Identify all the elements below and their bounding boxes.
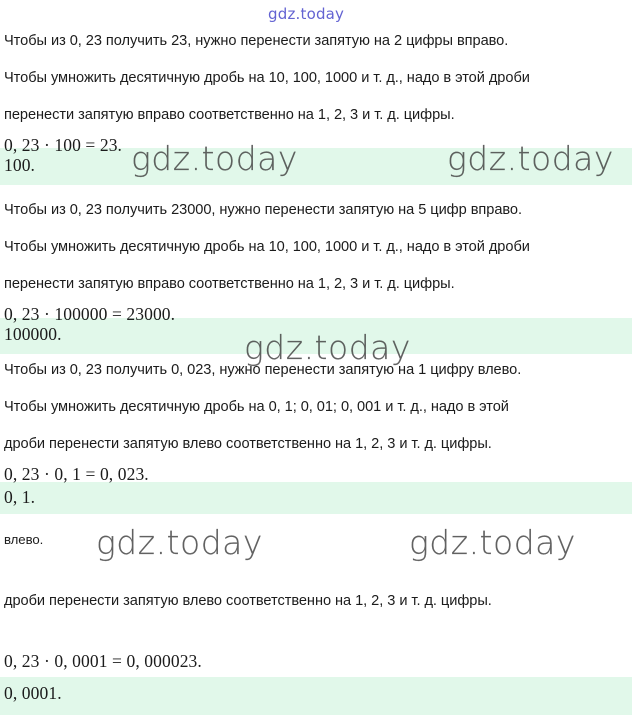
block-3-rule-line-1: Чтобы умножить десятичную дробь на 0, 1;… bbox=[4, 399, 509, 415]
watermark-large-4: gdz.today bbox=[96, 523, 263, 562]
block-3-equation: 0, 23 · 0, 1 = 0, 023. bbox=[4, 464, 149, 484]
watermark-large-1: gdz.today bbox=[131, 139, 298, 178]
block-1-question: Чтобы из 0, 23 получить 23, нужно перене… bbox=[4, 33, 509, 49]
block-2-equation: 0, 23 · 100000 = 23000. bbox=[4, 304, 176, 324]
block-3-question: Чтобы из 0, 23 получить 0, 023, нужно пе… bbox=[4, 362, 522, 378]
block-4-answer: 0, 0001. bbox=[4, 683, 62, 703]
block-2-rule-line-2: перенести запятую вправо соответственно … bbox=[4, 276, 455, 292]
answer-highlight-band-1 bbox=[0, 148, 632, 185]
block-1-answer: 100. bbox=[4, 155, 36, 175]
block-2-answer: 100000. bbox=[4, 324, 62, 344]
block-1-rule-line-2: перенести запятую вправо соответственно … bbox=[4, 107, 455, 123]
block-1-rule-line-1: Чтобы умножить десятичную дробь на 10, 1… bbox=[4, 70, 530, 86]
answer-highlight-band-2 bbox=[0, 318, 632, 354]
watermark-large-2: gdz.today bbox=[447, 139, 614, 178]
watermark-top: gdz.today bbox=[268, 5, 345, 23]
block-4-equation: 0, 23 · 0, 0001 = 0, 000023. bbox=[4, 651, 202, 671]
block-4-rule-line-2: дроби перенести запятую влево соответств… bbox=[4, 593, 492, 609]
block-4-fragment: влево. bbox=[4, 532, 44, 547]
watermark-large-3: gdz.today bbox=[244, 328, 411, 367]
block-2-question: Чтобы из 0, 23 получить 23000, нужно пер… bbox=[4, 202, 522, 218]
answer-highlight-band-4 bbox=[0, 677, 632, 715]
block-3-rule-line-2: дроби перенести запятую влево соответств… bbox=[4, 436, 492, 452]
block-2-rule-line-1: Чтобы умножить десятичную дробь на 10, 1… bbox=[4, 239, 530, 255]
watermark-large-5: gdz.today bbox=[409, 523, 576, 562]
block-1-equation: 0, 23 · 100 = 23. bbox=[4, 135, 123, 155]
answer-highlight-band-3 bbox=[0, 482, 632, 514]
block-3-answer: 0, 1. bbox=[4, 487, 36, 507]
